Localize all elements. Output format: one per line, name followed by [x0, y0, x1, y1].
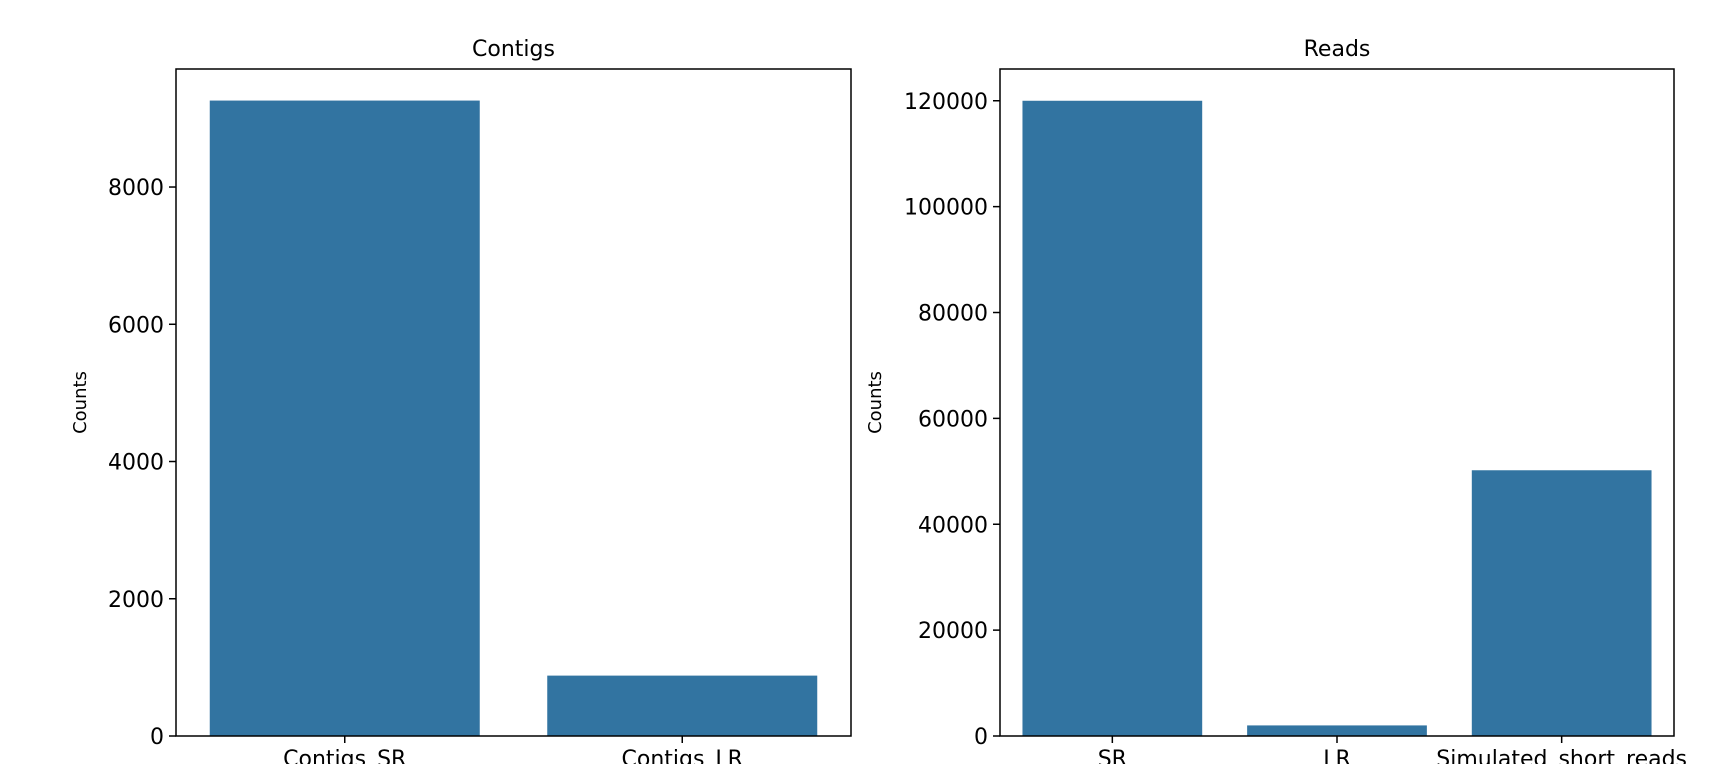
reads-y-tick-label: 60000	[918, 407, 988, 432]
contigs-x-tick-label: Contigs_SR	[283, 747, 406, 764]
reads-y-tick-label: 20000	[918, 619, 988, 644]
reads-bar-sr	[1022, 100, 1203, 736]
reads-chart-title: Reads	[1304, 37, 1371, 62]
reads-y-tick-label: 120000	[904, 90, 988, 115]
reads-bars	[1022, 100, 1652, 736]
reads-x-tick-label: Simulated_short_reads	[1436, 747, 1687, 764]
contigs-y-tick-label: 0	[150, 725, 164, 750]
reads-x-tick-label: LR	[1323, 747, 1351, 764]
contigs-y-tick-label: 2000	[108, 588, 164, 613]
reads-x-ticks: SR LR Simulated_short_reads	[1098, 736, 1687, 764]
reads-bar-simulated-short-reads	[1471, 470, 1652, 736]
contigs-plot-frame	[175, 68, 852, 737]
reads-x-tick-label: SR	[1098, 747, 1127, 764]
contigs-bars	[209, 100, 818, 736]
contigs-bar-contigs-lr	[547, 675, 818, 736]
contigs-y-axis-label: Counts	[70, 371, 91, 434]
reads-y-tick-label: 100000	[904, 196, 988, 221]
contigs-bar-contigs-sr	[209, 100, 480, 736]
reads-y-tick-label: 40000	[918, 513, 988, 538]
contigs-y-tick-label: 8000	[108, 176, 164, 201]
reads-chart: Reads Counts 0 20000 40000 60000 80000 100000…	[865, 37, 1687, 764]
reads-y-tick-label: 80000	[918, 302, 988, 327]
contigs-y-tick-label: 4000	[108, 451, 164, 476]
reads-y-ticks: 0 20000 40000 60000 80000 100000 120000	[904, 90, 1000, 750]
contigs-x-tick-label: Contigs_LR	[622, 747, 743, 764]
contigs-chart-title: Contigs	[472, 37, 555, 62]
reads-bar-lr	[1247, 725, 1427, 736]
contigs-x-ticks: Contigs_SR Contigs_LR	[283, 736, 743, 764]
reads-y-tick-label: 0	[974, 725, 988, 750]
contigs-y-ticks: 0 2000 4000 6000 8000	[108, 176, 176, 750]
reads-y-axis-label: Counts	[865, 371, 886, 434]
contigs-y-tick-label: 6000	[108, 313, 164, 338]
contigs-chart: Contigs Counts 0 2000 4000 6000 8000 Contigs…	[70, 37, 852, 764]
